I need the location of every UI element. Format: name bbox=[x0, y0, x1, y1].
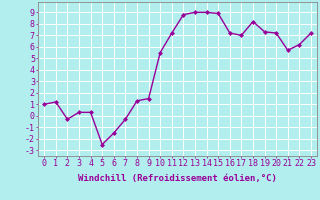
X-axis label: Windchill (Refroidissement éolien,°C): Windchill (Refroidissement éolien,°C) bbox=[78, 174, 277, 183]
